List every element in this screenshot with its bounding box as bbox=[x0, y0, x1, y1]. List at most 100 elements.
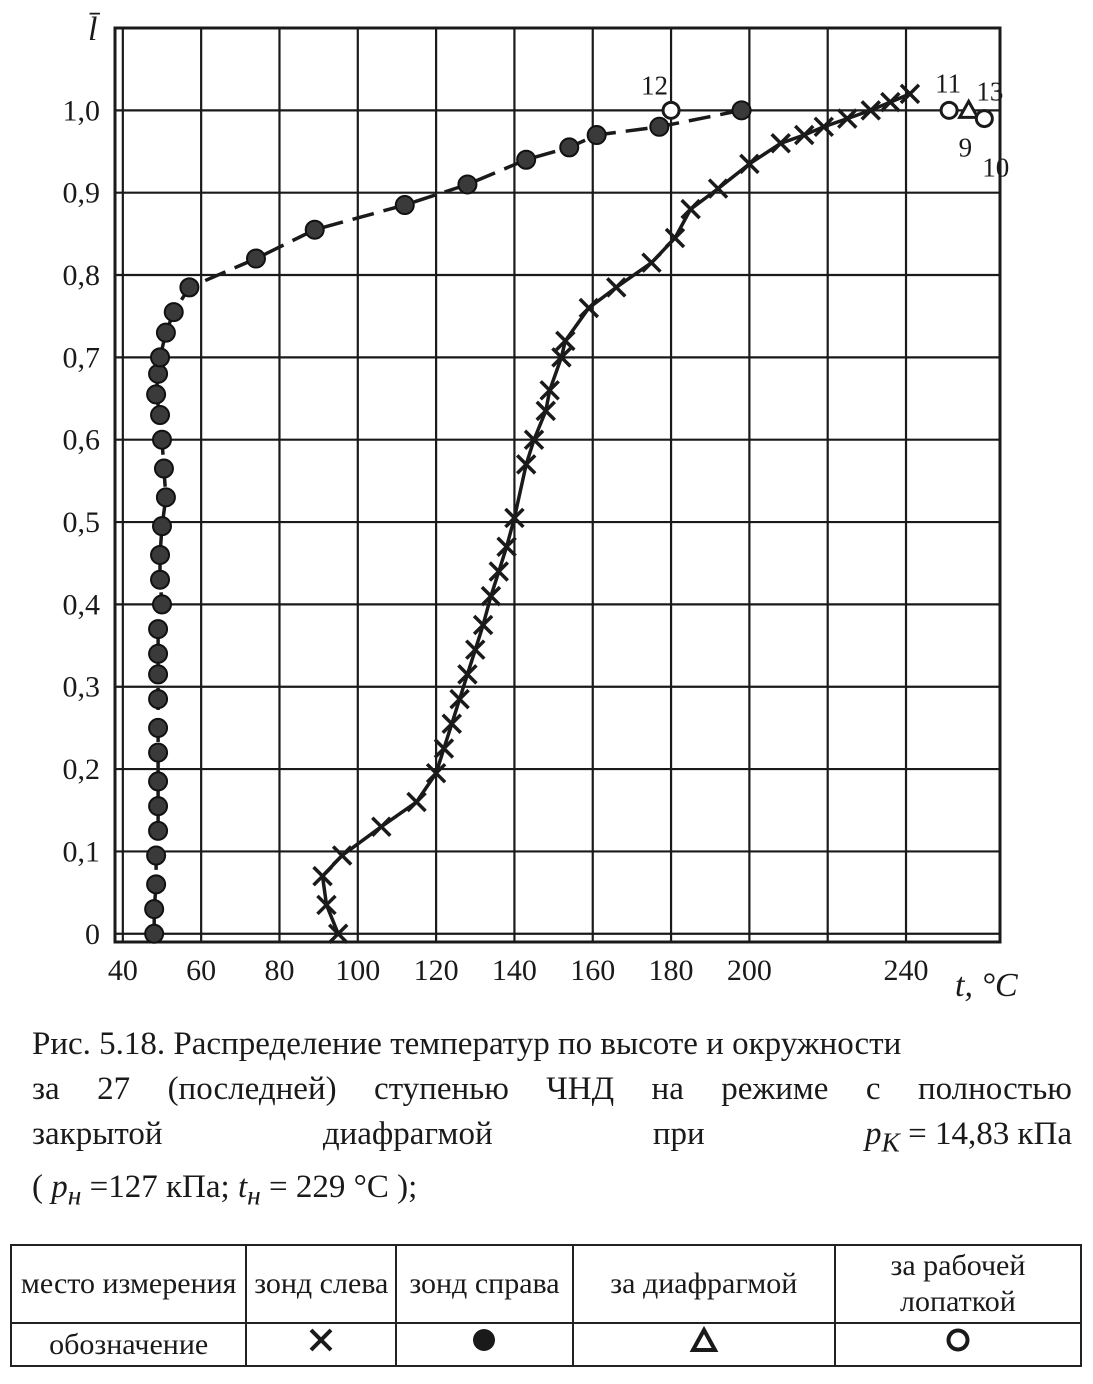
data-point-dot bbox=[144, 899, 165, 920]
data-point-dot bbox=[163, 302, 184, 323]
figure-caption: Рис. 5.18. Распределение температур по в… bbox=[32, 1022, 1072, 1217]
y-tick-label: 0,7 bbox=[63, 341, 101, 374]
point-label: 12 bbox=[641, 70, 668, 100]
data-point-dot bbox=[148, 689, 169, 710]
chart-ticks: 40 60 80 100 120 140 160 180 200 240 0 0,1 0,2 0,3 0,4… bbox=[63, 94, 929, 987]
data-point-dot bbox=[516, 149, 537, 170]
data-point-cross bbox=[465, 639, 486, 660]
legend-header-col-1: зонд слева bbox=[245, 1244, 398, 1324]
data-point-dot bbox=[148, 619, 169, 640]
y-tick-label: 0,2 bbox=[63, 753, 101, 786]
data-point-cross bbox=[707, 178, 729, 199]
y-tick-label: 0,4 bbox=[63, 588, 101, 621]
data-point-dot bbox=[155, 322, 176, 343]
data-point-dot bbox=[148, 796, 169, 817]
data-point-dot bbox=[151, 429, 172, 450]
data-point-dot bbox=[144, 923, 165, 944]
data-point-dot bbox=[179, 277, 200, 298]
caption-line-2-word: на bbox=[651, 1071, 684, 1107]
legend-header-col-4: за рабочей лопаткой bbox=[833, 1244, 1083, 1324]
caption-line-2-word: (последней) bbox=[167, 1071, 337, 1107]
filled-circle-icon bbox=[395, 1322, 574, 1367]
pn-value: =127 кПа; bbox=[81, 1168, 238, 1205]
series-cross bbox=[312, 83, 921, 945]
point-label: 10 bbox=[982, 153, 1009, 183]
legend-header-col-2: зонд справа bbox=[395, 1244, 574, 1324]
tn-subscript: н bbox=[247, 1179, 261, 1211]
data-point-dot bbox=[245, 248, 266, 269]
data-point-cross bbox=[331, 845, 353, 866]
data-point-dot bbox=[559, 137, 580, 158]
y-tick-label: 0 bbox=[85, 918, 100, 951]
caption-line-2: за 27 (последней) ступенью ЧНД на режиме с полно… bbox=[32, 1067, 1072, 1112]
data-point-cross bbox=[813, 116, 835, 138]
data-point-dot bbox=[586, 125, 607, 146]
data-point-dot bbox=[649, 116, 670, 137]
x-tick-label: 60 bbox=[186, 954, 216, 987]
data-point-dot bbox=[155, 487, 176, 508]
x-tick-label: 160 bbox=[570, 954, 615, 987]
y-tick-label: 0,1 bbox=[63, 835, 101, 868]
plot-frame bbox=[113, 26, 1002, 944]
legend-symbol-row: обозначение bbox=[9, 1322, 1083, 1367]
legend-header-place: место измерения bbox=[9, 1244, 248, 1324]
data-point-cross bbox=[555, 330, 576, 352]
data-point-cross bbox=[680, 198, 701, 220]
data-point-dot bbox=[146, 384, 167, 405]
data-point-circle bbox=[939, 100, 959, 120]
data-point-cross bbox=[327, 923, 349, 945]
caption-line-3: закрытой диафрагмой при pK = 14,83 кПа bbox=[32, 1112, 1072, 1165]
point-label: 11 bbox=[935, 68, 961, 98]
triangle-icon bbox=[571, 1322, 836, 1367]
caption-line-3-word: диафрагмой bbox=[322, 1116, 493, 1152]
data-point-cross bbox=[433, 738, 455, 759]
y-tick-label: 0,6 bbox=[63, 424, 101, 457]
data-point-dot bbox=[151, 516, 172, 537]
data-point-dot bbox=[148, 771, 169, 792]
y-tick-label: 0,9 bbox=[63, 177, 101, 210]
circle-icon bbox=[833, 1322, 1083, 1367]
series-dot bbox=[144, 100, 752, 944]
chart-annotations: 12 11 139 10 bbox=[641, 68, 1009, 182]
data-point-cross bbox=[457, 664, 478, 685]
legend-header-row: место измерения зонд слева зонд справа з… bbox=[9, 1244, 1083, 1324]
caption-line-1: Рис. 5.18. Распределение температур по в… bbox=[32, 1026, 902, 1062]
x-axis-label: t, °C bbox=[955, 967, 1018, 1004]
data-point-dot bbox=[304, 219, 325, 240]
data-point-cross bbox=[480, 585, 502, 607]
data-point-cross bbox=[578, 297, 600, 319]
y-axis-label: l̄ bbox=[88, 11, 101, 48]
pn-subscript: н bbox=[67, 1179, 82, 1211]
data-point-dot bbox=[457, 174, 478, 195]
data-point-cross bbox=[837, 108, 858, 129]
data-point-dot bbox=[146, 845, 167, 866]
legend-header-col-3: за диафрагмой bbox=[571, 1244, 836, 1324]
data-point-circle bbox=[974, 109, 994, 129]
data-point-dot bbox=[150, 544, 171, 565]
data-point-cross bbox=[449, 688, 470, 710]
data-point-cross bbox=[472, 614, 494, 636]
point-label: 13 bbox=[976, 77, 1003, 107]
caption-line-2-word: за bbox=[32, 1071, 60, 1107]
data-point-dot bbox=[150, 405, 171, 426]
data-point-dot bbox=[148, 643, 169, 664]
x-tick-label: 240 bbox=[884, 954, 929, 987]
data-point-cross bbox=[316, 894, 337, 916]
data-point-dot bbox=[731, 100, 752, 121]
legend-row-label: обозначение bbox=[9, 1322, 248, 1367]
caption-line-3-word: закрытой bbox=[32, 1116, 163, 1152]
data-point-cross bbox=[739, 153, 760, 175]
caption-line-2-word: ступенью bbox=[374, 1071, 509, 1107]
data-point-dot bbox=[148, 664, 169, 685]
caption-line-2-word: ЧНД bbox=[546, 1071, 615, 1107]
caption-line-2-word: с bbox=[865, 1071, 881, 1107]
data-point-cross bbox=[488, 561, 509, 582]
y-tick-label: 0,5 bbox=[63, 506, 101, 539]
data-point-dot bbox=[151, 594, 172, 615]
data-point-cross bbox=[770, 133, 791, 154]
data-point-dot bbox=[148, 742, 169, 763]
data-point-cross bbox=[515, 454, 537, 475]
x-tick-label: 120 bbox=[414, 954, 459, 987]
caption-line-2-word: полностью bbox=[917, 1071, 1072, 1107]
legend-table: место измерения зонд слева зонд справа з… bbox=[9, 1244, 1083, 1367]
